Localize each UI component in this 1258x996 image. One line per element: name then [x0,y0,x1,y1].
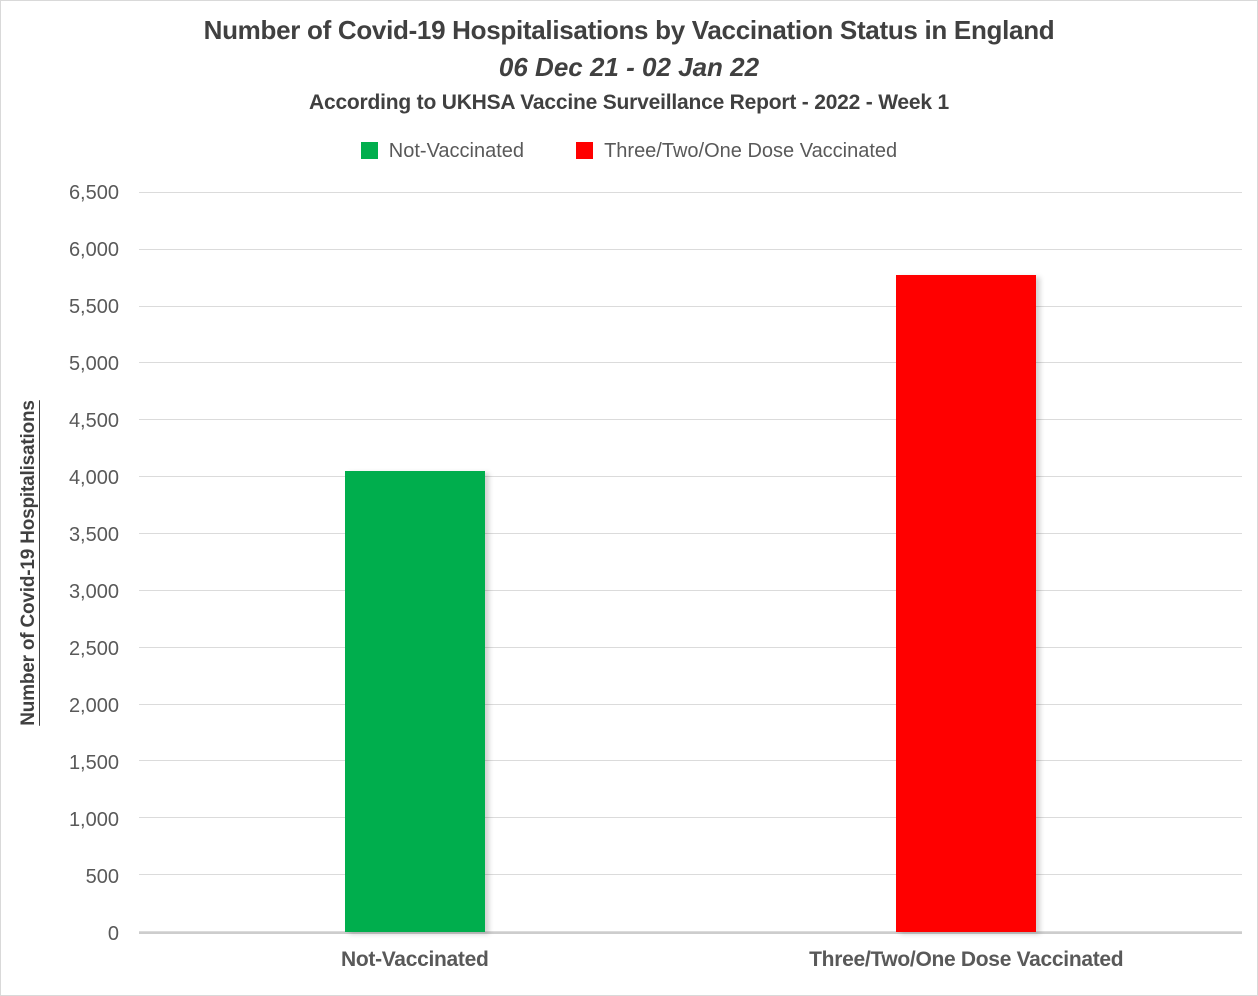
y-tick-label: 2,500 [68,637,119,660]
gridline [139,930,1242,932]
y-tick-label: 1,500 [68,751,119,774]
gridline [139,191,1242,193]
gridline [139,305,1242,307]
y-axis-title: Number of Covid-19 Hospitalisations [18,400,39,727]
y-tick-label: 500 [85,865,119,888]
gridline [139,362,1242,364]
gridline [139,476,1242,478]
gridline [139,589,1242,591]
bar-three-two-one-dose-vaccinated [896,274,1037,932]
legend-item-not-vaccinated: Not-Vaccinated [360,139,525,163]
gridline [139,646,1242,648]
chart-source-note: According to UKHSA Vaccine Surveillance … [309,90,949,114]
bar-not-vaccinated [344,471,485,932]
chart-body: Number of Covid-19 Hospitalisations 0 500… [1,183,1257,944]
y-tick-label: 4,000 [68,466,119,489]
plot-area [139,191,1242,934]
gridline [139,817,1242,819]
y-tick-label: 5,500 [68,295,119,318]
x-label-vaccinated: Three/Two/One Dose Vaccinated [809,947,1124,971]
y-tick-label: 3,000 [68,580,119,603]
legend-item-vaccinated: Three/Two/One Dose Vaccinated [576,139,897,163]
y-tick-label: 2,000 [68,694,119,717]
chart-titles: Number of Covid-19 Hospitalisations by V… [1,1,1257,115]
y-axis-title-column: Number of Covid-19 Hospitalisations [1,193,57,934]
gridline [139,419,1242,421]
y-tick-label: 4,500 [68,409,119,432]
legend: Not-Vaccinated Three/Two/One Dose Vaccin… [1,139,1257,163]
y-tick-label: 1,000 [68,808,119,831]
chart-subtitle-date-range: 06 Dec 21 - 02 Jan 22 [498,51,760,82]
y-tick-label: 0 [107,922,119,945]
legend-label: Three/Two/One Dose Vaccinated [604,139,898,162]
x-label-not-vaccinated: Not-Vaccinated [340,947,489,971]
y-axis-tick-labels: 0 500 1,000 1,500 2,000 2,500 3,000 3,500 4,000 4… [57,183,139,944]
gridline [139,703,1242,705]
legend-swatch-green-icon [360,142,378,160]
gridline [139,532,1242,534]
gridline [139,248,1242,250]
y-tick-label: 3,500 [68,523,119,546]
gridline [139,760,1242,762]
x-axis-labels: Not-Vaccinated Three/Two/One Dose Vaccin… [139,934,1242,972]
legend-swatch-red-icon [576,142,594,160]
y-tick-label: 6,500 [68,181,119,204]
gridline [139,874,1242,876]
y-tick-label: 6,000 [68,238,119,261]
chart-title: Number of Covid-19 Hospitalisations by V… [203,15,1055,45]
y-tick-label: 5,000 [68,352,119,375]
legend-label: Not-Vaccinated [388,139,525,162]
